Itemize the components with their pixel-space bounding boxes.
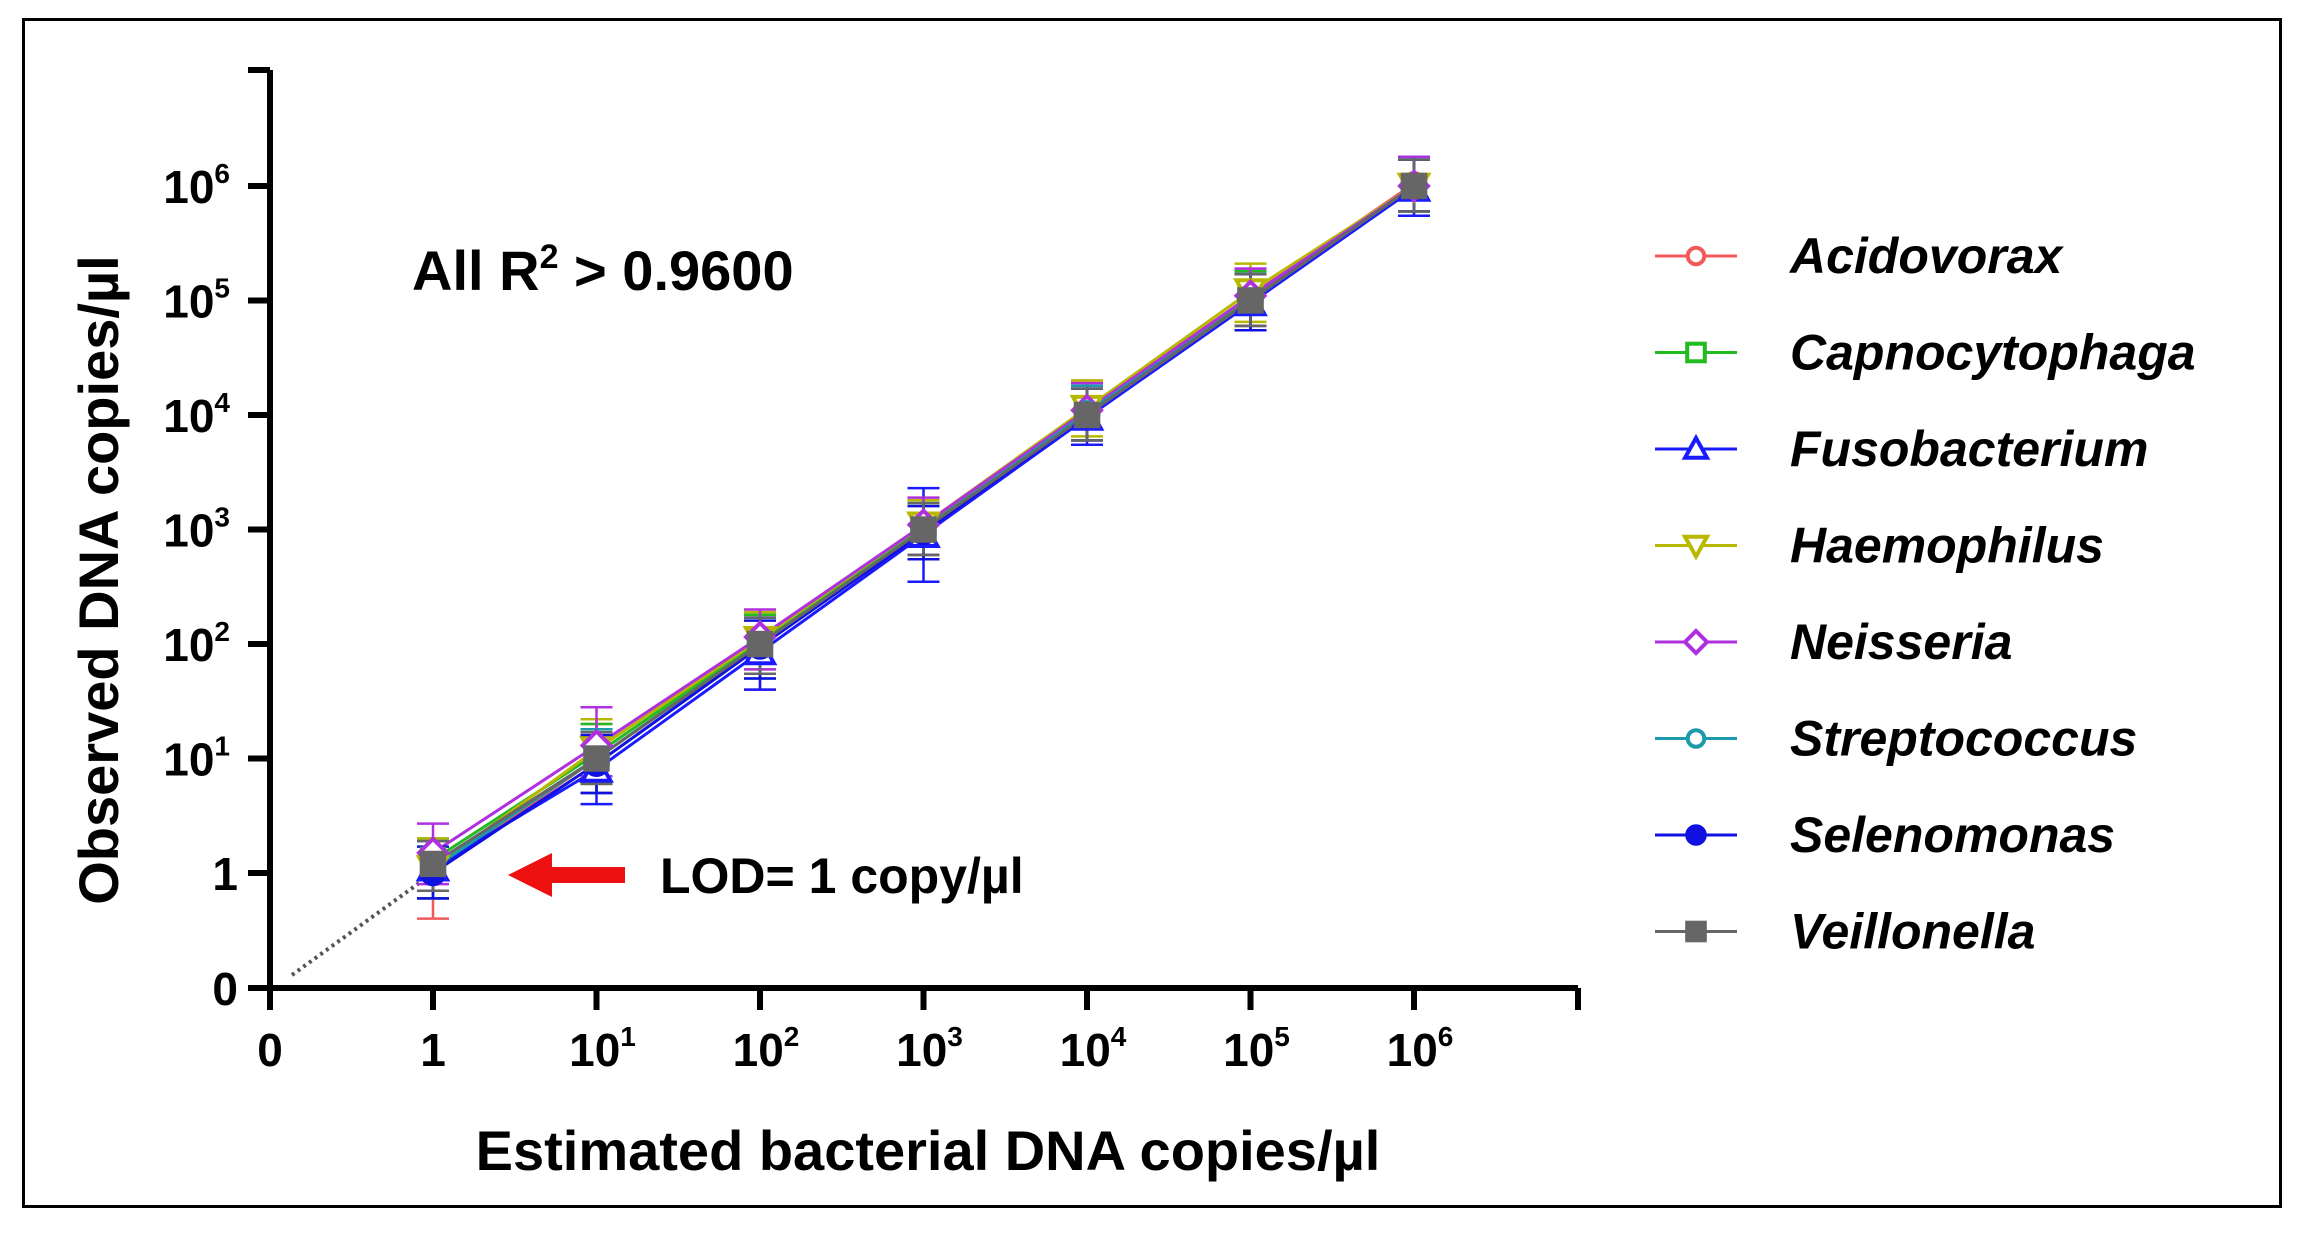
lod-annotation: LOD= 1 copy/µl (660, 848, 1024, 904)
legend-item: Acidovorax (1655, 228, 2065, 284)
legend-label: Veillonella (1790, 904, 2035, 960)
legend-label: Neisseria (1790, 614, 2012, 670)
legend: Acidovorax Capnocytophaga Fusobacterium Hae… (1655, 228, 2196, 960)
x-tick-label: 1 (420, 1024, 446, 1076)
data-point (1073, 401, 1101, 429)
r2-annotation: All R2 > 0.9600 (412, 238, 794, 302)
x-axis-label: Estimated bacterial DNA copies/µl (476, 1119, 1381, 1182)
legend-label: Haemophilus (1790, 518, 2104, 574)
x-tick-label: 0 (257, 1024, 283, 1076)
legend-item: Streptococcus (1655, 711, 2137, 767)
y-tick-label: 0 (212, 963, 238, 1015)
y-axis-label: Observed DNA copies/µl (67, 255, 130, 905)
legend-label: Fusobacterium (1790, 421, 2148, 477)
data-point (1237, 287, 1264, 314)
legend-label: Selenomonas (1790, 807, 2115, 863)
legend-marker (1682, 628, 1710, 656)
legend-item: Haemophilus (1655, 518, 2104, 574)
legend-marker (1685, 920, 1707, 943)
legend-marker (1681, 534, 1711, 561)
lod-arrow-icon (508, 853, 625, 897)
legend-item: Selenomonas (1655, 807, 2115, 863)
legend-item: Fusobacterium (1655, 421, 2148, 477)
legend-label: Capnocytophaga (1790, 325, 2196, 381)
legend-marker (1685, 728, 1707, 749)
y-tick-label: 103 (163, 502, 230, 557)
y-tick-label: 101 (163, 731, 230, 786)
axes: 0 1 101 102 103 104 105 106 0 1 101 102 103 104 105 106 (163, 67, 1581, 1076)
legend-marker (1685, 245, 1707, 267)
data-point (910, 516, 937, 543)
y-tick-label: 105 (163, 273, 230, 328)
data-point (583, 745, 610, 772)
legend-label: Acidovorax (1788, 228, 2065, 284)
legend-label: Streptococcus (1790, 711, 2137, 767)
legend-item: Capnocytophaga (1655, 325, 2196, 381)
data-point (1400, 172, 1428, 200)
series-layer (415, 155, 1432, 920)
data-point (419, 850, 447, 878)
markers-veillonella (419, 172, 1428, 878)
annotations: All R2 > 0.9600 LOD= 1 copy/µl (412, 238, 1024, 904)
x-tick-label: 104 (1060, 1021, 1127, 1076)
x-tick-label: 102 (733, 1021, 800, 1076)
legend-item: Neisseria (1655, 614, 2012, 670)
data-point (746, 630, 774, 658)
y-tick-label: 1 (212, 848, 238, 900)
legend-marker (1685, 824, 1707, 846)
fit-line (290, 871, 435, 977)
x-tick-label: 101 (569, 1021, 636, 1076)
y-tick-label: 106 (163, 158, 230, 213)
legend-item: Veillonella (1655, 904, 2035, 960)
y-tick-label: 102 (163, 616, 230, 671)
legend-marker (1681, 433, 1711, 460)
figure-frame (22, 18, 2282, 1208)
x-tick-label: 106 (1387, 1021, 1454, 1076)
extrapolation-line (290, 871, 435, 977)
y-tick-label: 104 (163, 387, 230, 442)
x-tick-label: 103 (896, 1021, 963, 1076)
x-tick-label: 105 (1223, 1021, 1290, 1076)
legend-marker (1685, 341, 1707, 364)
